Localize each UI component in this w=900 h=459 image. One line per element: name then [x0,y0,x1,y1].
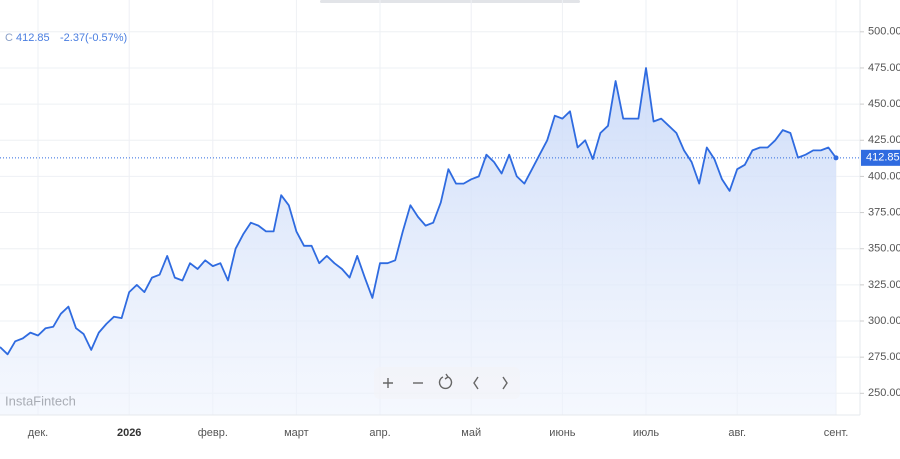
scrollbar[interactable] [320,0,580,3]
x-tick-label: июнь [549,427,575,439]
y-tick-label: 325.00 [868,279,900,291]
price-tag: 412.85 [866,152,900,164]
x-tick-label: июль [633,427,660,439]
x-tick-label: авг. [728,427,746,439]
x-tick-label: май [461,427,481,439]
x-tick-label: апр. [369,427,390,439]
y-tick-label: 375.00 [868,206,900,218]
y-tick-label: 300.00 [868,315,900,327]
y-tick-label: 275.00 [868,351,900,363]
y-tick-label: 475.00 [868,62,900,74]
area-fill [0,68,836,415]
y-tick-label: 425.00 [868,134,900,146]
reset-button[interactable] [438,373,453,390]
change-pct: (-0.57%) [85,32,127,44]
y-tick-label: 500.00 [868,26,900,38]
x-tick-label: 2026 [117,427,141,439]
scroll-right-button[interactable] [502,376,508,390]
last-price: 412.85 [16,32,50,44]
change: -2.37 [60,32,85,44]
ohlc-key: C [5,32,13,44]
y-tick-label: 250.00 [868,387,900,399]
watermark: InstaFintech [5,393,76,408]
price-line [0,67,837,356]
last-point [833,155,839,161]
x-tick-label: сент. [824,427,849,439]
y-tick-label: 350.00 [868,243,900,255]
x-tick-label: дек. [28,427,48,439]
header: C 412.85 -2.37 (-0.57%) [5,32,127,44]
y-tick-label: 450.00 [868,98,900,110]
zoom-in-button[interactable] [383,378,393,388]
toolbar-bg [374,367,520,399]
y-tick-label: 400.00 [868,170,900,182]
scroll-left-button[interactable] [473,376,479,390]
price-tag-bg [861,149,900,166]
x-tick-label: март [284,427,309,439]
toolbar [374,367,520,399]
x-tick-label: февр. [198,427,228,439]
